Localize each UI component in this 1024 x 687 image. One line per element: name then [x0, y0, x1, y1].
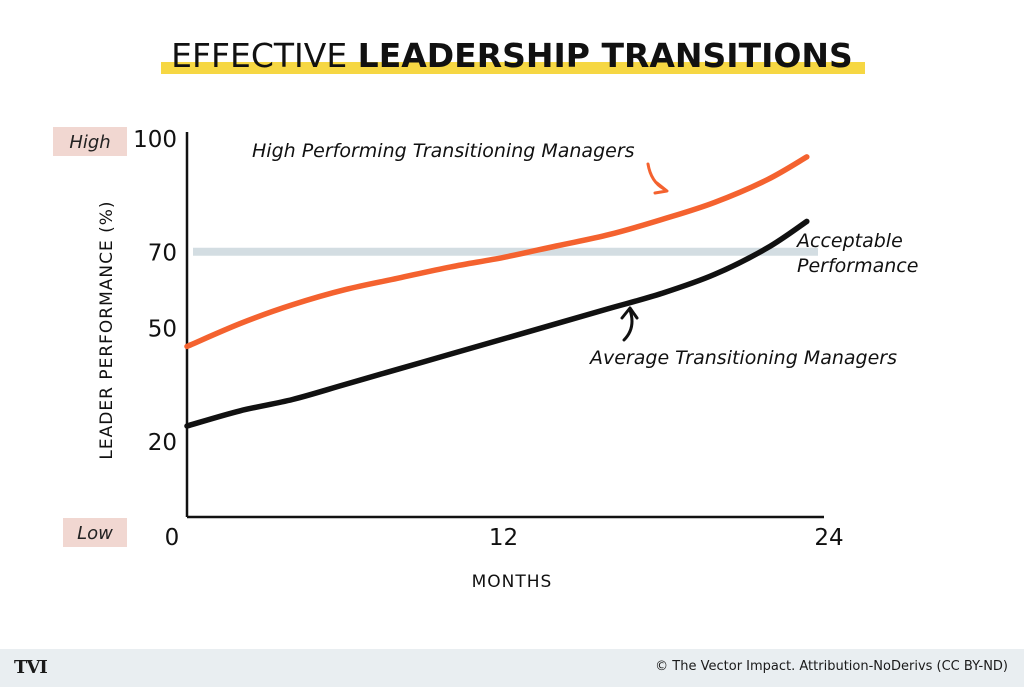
y-tick-label: 20: [148, 430, 177, 456]
y-tick-label: 100: [133, 127, 177, 153]
high-pointer-arrowhead: [653, 181, 669, 195]
y-tick-label: 50: [148, 317, 177, 343]
high-badge: [53, 127, 127, 156]
low-badge-label: Low: [77, 523, 113, 544]
average-pointer-arrow: [622, 308, 634, 342]
line-chart: High Low 20 50 70 100 0 12 24 MONTHS LEADER PERFOR…: [53, 127, 918, 592]
brand-logo: TVI: [14, 657, 48, 678]
title-highlight: [161, 62, 865, 74]
x-tick-label: 24: [814, 525, 843, 551]
high-badge-label: High: [69, 132, 110, 153]
average-pointer-arrowhead: [620, 306, 639, 320]
series-line-high-performing: [184, 154, 810, 350]
license-credit: © The Vector Impact. Attribution-NoDeriv…: [655, 659, 1008, 674]
acceptable-label-line-1: Acceptable: [795, 230, 903, 252]
title-bold: LEADERSHIP TRANSITIONS: [357, 36, 853, 75]
low-badge: [63, 518, 127, 547]
y-tick-label: 70: [148, 241, 177, 267]
y-axis-title: LEADER PERFORMANCE (%): [97, 200, 117, 459]
x-axis-title: MONTHS: [472, 572, 553, 592]
series-line-average: [184, 218, 810, 429]
footer: TVI © The Vector Impact. Attribution-NoD…: [0, 649, 1024, 687]
x-tick-label: 0: [165, 525, 180, 551]
series-label-average: Average Transitioning Managers: [588, 347, 897, 369]
chart-title: EFFECTIVE LEADERSHIP TRANSITIONS: [0, 36, 1024, 76]
title-light: EFFECTIVE: [171, 36, 358, 75]
acceptable-label-line-2: Performance: [797, 255, 918, 277]
series-label-high-performing: High Performing Transitioning Managers: [252, 140, 635, 162]
x-tick-label: 12: [489, 525, 518, 551]
